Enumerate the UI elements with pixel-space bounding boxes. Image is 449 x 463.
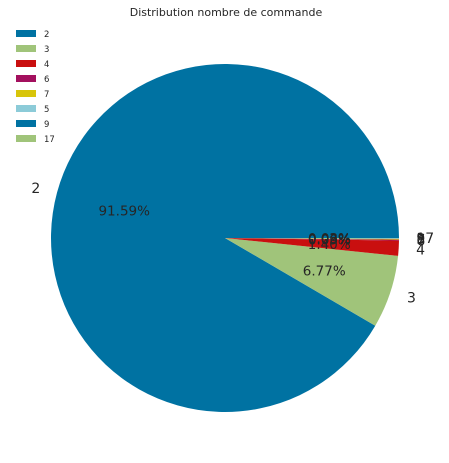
- pie-slice-9: [225, 238, 400, 239]
- category-label-17: 17: [416, 231, 434, 247]
- legend-swatch-17: [16, 135, 36, 142]
- percent-labels: 91.59%6.77%1.40%0.09%0.06%0.03%0.03%0.03…: [98, 204, 351, 280]
- percent-label-7: 0.06%: [308, 232, 351, 248]
- legend-label-4: 4: [44, 60, 49, 70]
- legend-entry-17: 17: [16, 135, 55, 145]
- percent-label-9: 0.03%: [308, 231, 351, 247]
- legend-label-9: 9: [44, 120, 49, 130]
- percent-label-5: 0.03%: [308, 231, 351, 247]
- legend-label-7: 7: [44, 90, 49, 100]
- legend-entry-4: 4: [16, 60, 49, 70]
- legend-label-2: 2: [44, 30, 49, 40]
- legend: 2 3 4 6 7 5 9 17: [16, 30, 55, 145]
- category-label-9: 9: [416, 232, 425, 248]
- pie-slice-5: [225, 238, 400, 239]
- legend-swatch-5: [16, 105, 36, 112]
- percent-label-17: 0.03%: [308, 231, 351, 247]
- legend-swatch-6: [16, 75, 36, 82]
- legend-label-3: 3: [44, 45, 49, 55]
- legend-label-5: 5: [44, 105, 49, 115]
- category-label-4: 4: [416, 242, 425, 258]
- category-label-7: 7: [416, 232, 425, 248]
- percent-label-6: 0.09%: [308, 232, 351, 248]
- legend-entry-9: 9: [16, 120, 49, 130]
- pie-slice-7: [225, 238, 399, 240]
- pie-slice-2: [51, 63, 400, 412]
- category-label-3: 3: [407, 290, 416, 306]
- percent-label-2: 91.59%: [98, 204, 150, 220]
- pie-slice-6: [225, 238, 399, 241]
- legend-swatch-3: [16, 45, 36, 52]
- pie-slices: [51, 63, 400, 412]
- legend-swatch-2: [16, 30, 36, 37]
- category-label-6: 6: [416, 233, 425, 249]
- pie-slice-4: [225, 238, 399, 256]
- legend-swatch-4: [16, 60, 36, 67]
- legend-label-6: 6: [44, 75, 49, 85]
- legend-swatch-7: [16, 90, 36, 97]
- legend-swatch-9: [16, 120, 36, 127]
- legend-entry-6: 6: [16, 75, 49, 85]
- percent-label-3: 6.77%: [303, 263, 346, 279]
- percent-label-4: 1.40%: [308, 237, 351, 253]
- category-label-5: 5: [416, 232, 425, 248]
- legend-entry-5: 5: [16, 105, 49, 115]
- chart-title: Distribution nombre de commande: [130, 6, 323, 19]
- legend-entry-3: 3: [16, 45, 49, 55]
- category-label-2: 2: [31, 181, 40, 197]
- legend-entry-7: 7: [16, 90, 49, 100]
- legend-entry-2: 2: [16, 30, 49, 40]
- legend-label-17: 17: [44, 135, 55, 145]
- pie-slice-3: [225, 238, 399, 326]
